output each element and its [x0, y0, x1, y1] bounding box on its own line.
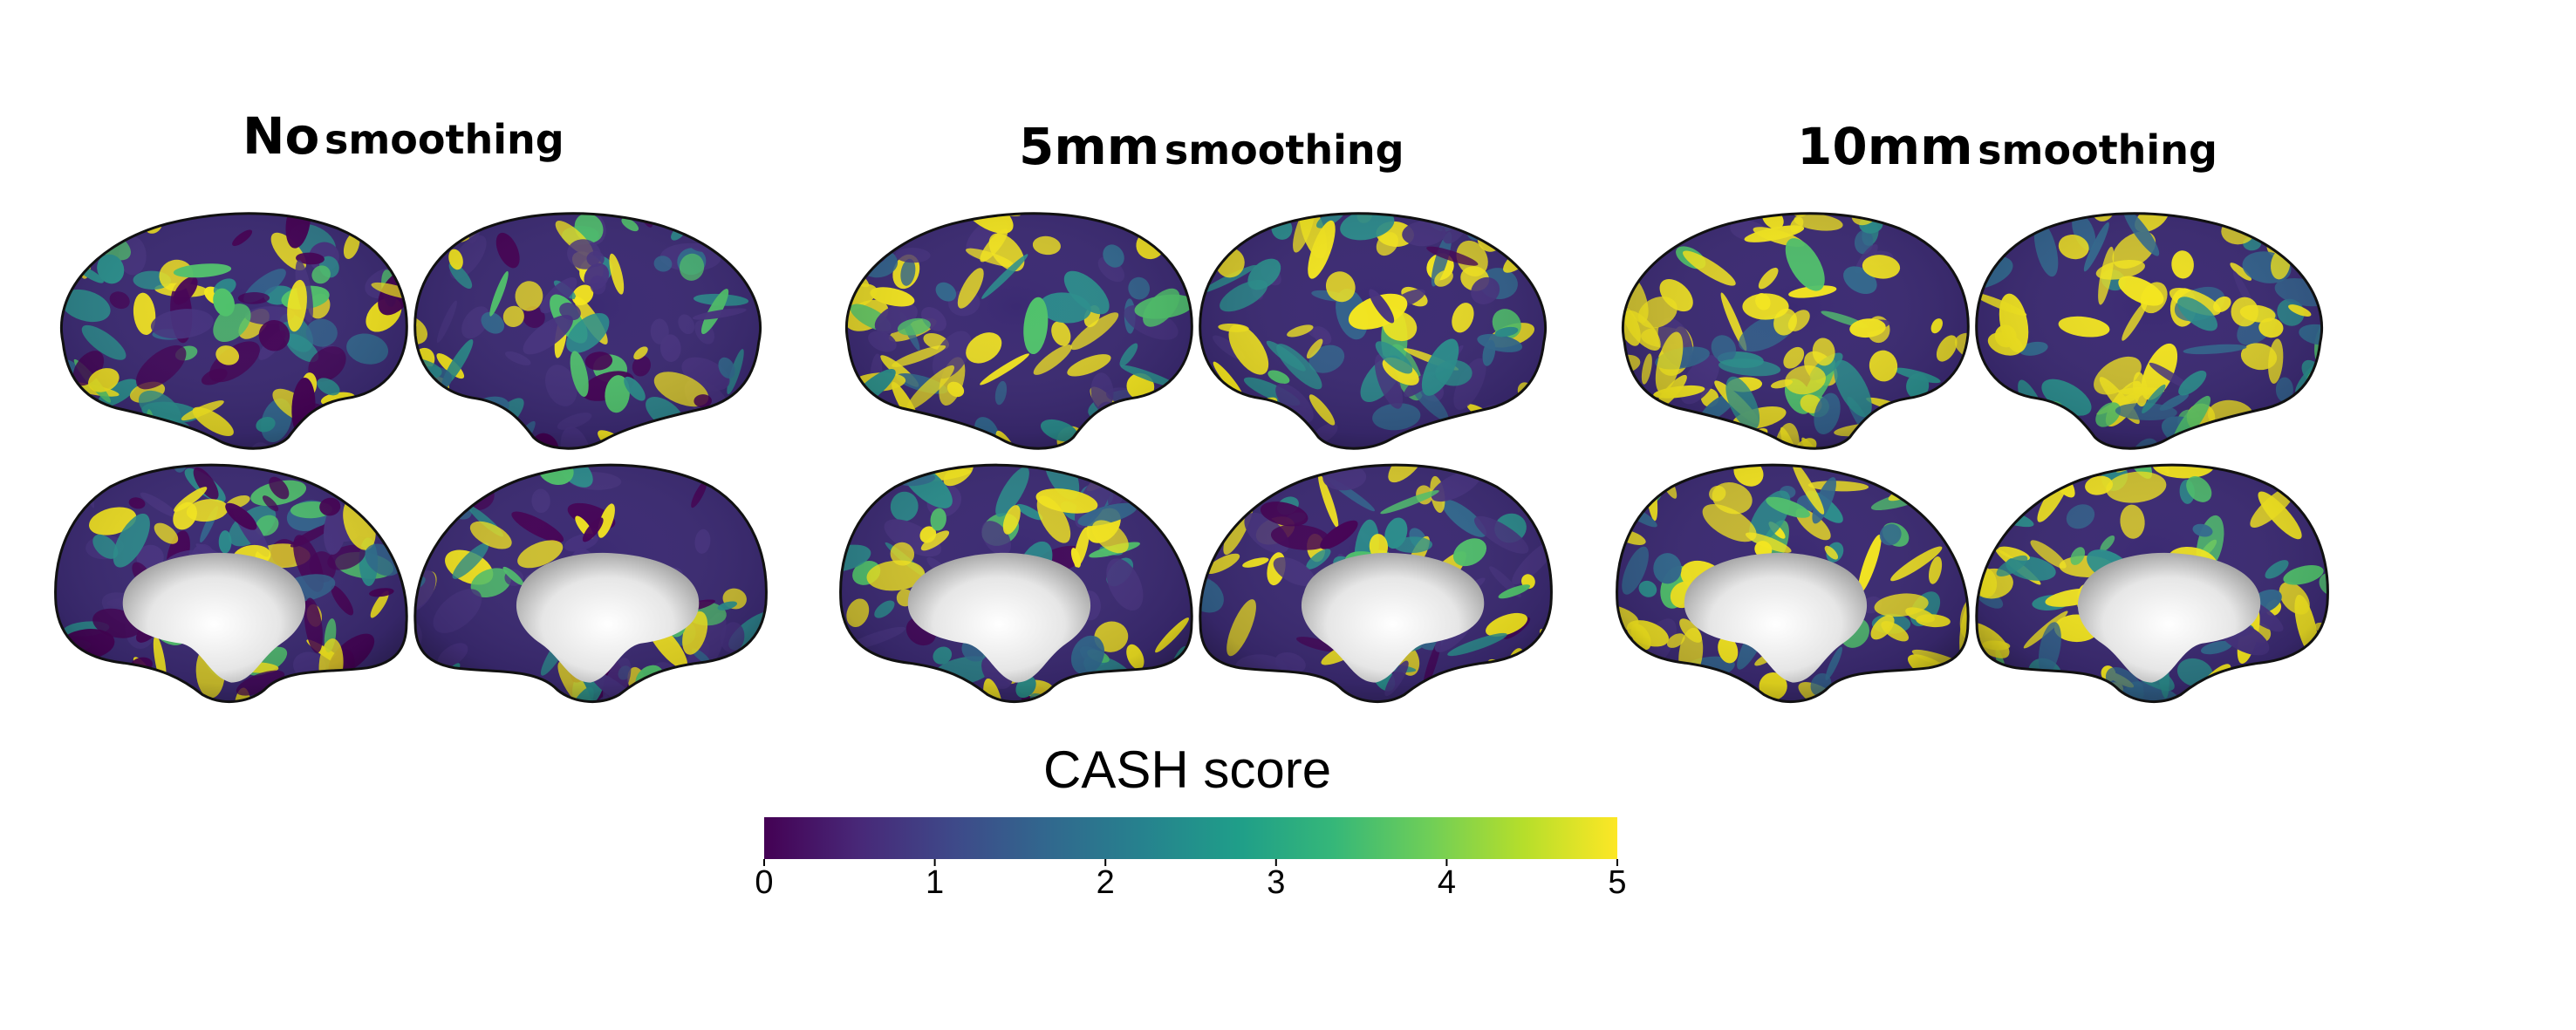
- colorbar-tick-label: 5: [1608, 864, 1627, 901]
- panel-5mm: [839, 212, 1553, 704]
- medial-wall: [516, 552, 700, 683]
- colorbar-tick-label: 3: [1267, 864, 1286, 901]
- brain-medial-view: [413, 463, 768, 704]
- panel-title-main: 5mm: [1019, 117, 1160, 176]
- brain-lateral-view: [1199, 212, 1547, 450]
- colorbar-tick-label: 0: [755, 864, 774, 901]
- panel-title-main: No: [243, 106, 320, 166]
- panel-title-sub: smoothing: [1978, 126, 2217, 174]
- brain-lateral-view: [60, 212, 408, 450]
- medial-wall: [907, 552, 1091, 683]
- panel-none: [54, 212, 768, 704]
- colorbar-tick-label: 2: [1096, 864, 1115, 901]
- brain-lateral-view: [413, 212, 762, 450]
- panel-title-sub: smoothing: [324, 116, 564, 163]
- medial-wall: [122, 552, 306, 683]
- panel-title-10mm-smoothing: 10mm smoothing: [1797, 117, 2217, 176]
- brain-lateral-view: [845, 212, 1193, 450]
- brain-medial-view: [1616, 463, 1970, 704]
- medial-wall: [2077, 552, 2261, 683]
- colorbar-title: CASH score: [1043, 740, 1332, 799]
- colorbar-tick-label: 1: [926, 864, 945, 901]
- brain-medial-view: [1199, 463, 1553, 704]
- panel-title-5mm-smoothing: 5mm smoothing: [1019, 117, 1404, 176]
- panel-10mm: [1616, 212, 2329, 704]
- medial-wall: [1684, 552, 1868, 683]
- panel-title-sub: smoothing: [1164, 126, 1404, 174]
- panel-title-no-smoothing: No smoothing: [243, 106, 564, 166]
- colorbar-tick-label: 4: [1437, 864, 1456, 901]
- brain-medial-view: [839, 463, 1193, 704]
- medial-wall: [1301, 552, 1485, 683]
- panel-title-main: 10mm: [1797, 117, 1973, 176]
